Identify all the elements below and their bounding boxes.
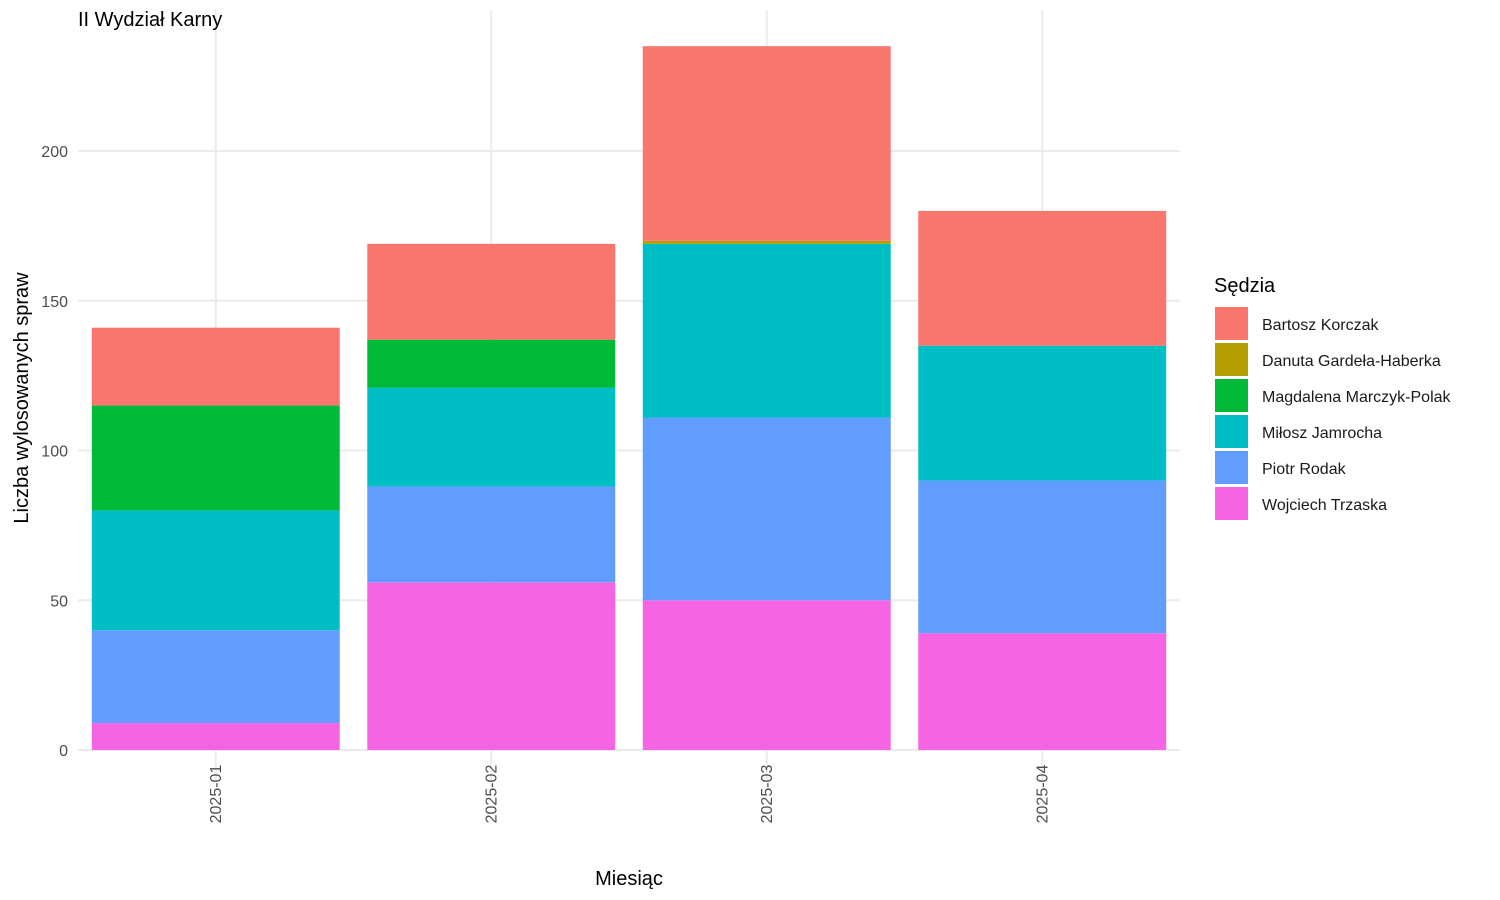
- legend-key: [1215, 343, 1248, 376]
- bar-segment: [642, 417, 891, 601]
- chart-title: II Wydział Karny: [78, 9, 222, 31]
- legend-label: Piotr Rodak: [1262, 461, 1347, 478]
- y-tick-label: 0: [59, 743, 68, 760]
- y-tick-label: 150: [41, 294, 68, 311]
- bar-segment: [367, 486, 616, 583]
- x-axis-ticks: 2025-01 2025-02 2025-03 2025-04: [208, 765, 1052, 824]
- bar-segment: [367, 339, 616, 388]
- bar-segment: [91, 510, 340, 631]
- legend-key: [1215, 451, 1248, 484]
- bar-segment: [642, 46, 891, 241]
- bar-segment: [91, 630, 340, 724]
- y-axis-ticks: 0 50 100 150 200: [41, 144, 68, 760]
- bars: [91, 46, 1167, 750]
- x-tick-label: 2025-03: [759, 765, 776, 824]
- legend-key: [1215, 415, 1248, 448]
- legend-key: [1215, 307, 1248, 340]
- bar-segment: [367, 387, 616, 487]
- bar-segment: [642, 240, 891, 244]
- bar-segment: [918, 210, 1167, 346]
- legend-label: Danuta Gardeła-Haberka: [1262, 353, 1441, 370]
- bar-segment: [642, 600, 891, 750]
- legend-label: Magdalena Marczyk-Polak: [1262, 389, 1452, 406]
- bar-segment: [918, 633, 1167, 750]
- bar-segment: [918, 345, 1167, 481]
- bar-segment: [91, 327, 340, 406]
- y-tick-label: 200: [41, 144, 68, 161]
- bar-segment: [91, 405, 340, 511]
- bar-segment: [367, 582, 616, 750]
- y-axis-title: Liczba wylosowanych spraw: [11, 272, 33, 524]
- bar-segment: [367, 243, 616, 340]
- legend-label: Wojciech Trzaska: [1262, 497, 1387, 514]
- y-tick-label: 50: [50, 593, 68, 610]
- legend: Sędzia Bartosz Korczak Danuta Gardeła-Hab…: [1214, 275, 1452, 520]
- legend-key: [1215, 379, 1248, 412]
- legend-key: [1215, 487, 1248, 520]
- legend-title: Sędzia: [1214, 275, 1276, 297]
- bar-segment: [642, 243, 891, 418]
- x-axis-title: Miesiąc: [595, 868, 663, 890]
- y-tick-label: 100: [41, 444, 68, 461]
- legend-label: Bartosz Korczak: [1262, 317, 1379, 334]
- x-tick-label: 2025-04: [1034, 765, 1051, 824]
- bar-segment: [91, 723, 340, 750]
- legend-label: Miłosz Jamrocha: [1262, 425, 1382, 442]
- bar-segment: [918, 480, 1167, 634]
- x-tick-label: 2025-01: [208, 765, 225, 824]
- x-tick-label: 2025-02: [483, 765, 500, 824]
